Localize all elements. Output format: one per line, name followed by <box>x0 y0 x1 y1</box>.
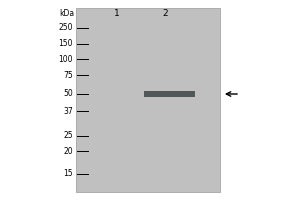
Text: 25: 25 <box>63 132 73 140</box>
Text: 150: 150 <box>58 40 73 48</box>
Text: 50: 50 <box>63 90 73 98</box>
Bar <box>76 8 220 192</box>
Text: 15: 15 <box>63 170 73 178</box>
Text: kDa: kDa <box>59 9 74 19</box>
Text: 20: 20 <box>63 146 73 156</box>
Text: 2: 2 <box>162 9 168 19</box>
Bar <box>144 91 195 97</box>
Text: 37: 37 <box>63 106 73 116</box>
Text: 1: 1 <box>114 9 120 19</box>
Text: 75: 75 <box>63 71 73 79</box>
Text: 100: 100 <box>58 54 73 64</box>
Text: 250: 250 <box>58 23 73 32</box>
